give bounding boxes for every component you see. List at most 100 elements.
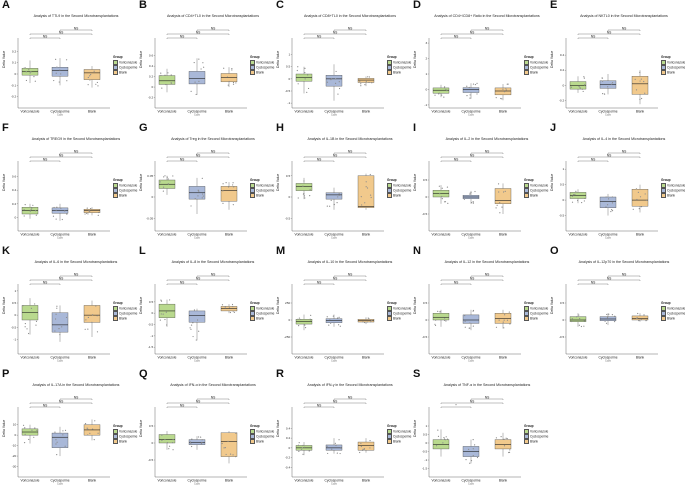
legend-swatch [524,428,529,434]
x-tick-label: Voriconazole [432,233,451,237]
x-tick-label: Cyclosporine [461,479,480,483]
data-point [362,448,364,450]
data-point [505,87,507,89]
box-voriconazole [432,313,450,321]
data-point [464,326,466,328]
y-tick-label: 0.5 [423,301,428,305]
significance-label: NS [43,280,48,284]
data-point [199,436,202,438]
significance-bracket [333,29,367,31]
panel-letter: E [550,0,558,11]
data-point [441,195,443,198]
legend-swatch [113,59,118,65]
data-point [304,326,307,329]
y-tick-label: -0.5 [148,323,154,327]
chart-panel-n: N Analysis of IL-12 in the Second Microtr… [411,245,548,369]
data-point [367,317,369,319]
data-point [84,423,87,425]
legend: Group Voriconazole Cyclosporine Blank [250,55,274,75]
data-point [434,324,437,327]
data-point [168,448,170,450]
data-point [438,185,440,187]
box-blank [494,439,512,450]
significance-bracket [196,398,230,400]
data-point [55,313,57,315]
data-point [369,439,371,442]
legend-label: Cyclosporine [119,64,138,69]
data-point [86,427,88,429]
data-point [53,206,55,209]
significance-bracket [333,398,367,400]
y-tick-label: 0.2 [286,436,291,440]
data-point [640,206,643,208]
data-point [191,445,193,448]
significance-bracket [166,160,198,162]
data-point [369,194,372,196]
data-point [359,80,361,82]
data-point [330,77,333,80]
data-point [639,71,641,73]
x-tick-label: Blank [88,356,97,360]
data-point [635,89,638,91]
data-point [607,316,609,318]
significance-bracket [196,152,230,154]
chart-title: Analysis of CD4+/CD8+ Ratio in the Secon… [434,14,540,18]
data-point [55,58,57,60]
data-point [634,78,636,80]
data-point [443,201,446,203]
data-point [610,210,612,213]
x-tick-label: Voriconazole [295,356,314,360]
y-tick-label: 0 [14,215,16,219]
data-point [34,80,36,82]
significance-label: * [455,403,457,407]
y-tick-label: 10 [13,423,17,427]
data-point [499,212,501,214]
data-point [440,94,443,96]
data-point [472,309,475,312]
significance-bracket [303,33,367,35]
y-tick-label: -0.5 [11,325,17,329]
data-point [306,91,308,93]
panel-letter: Q [139,368,148,380]
significance-bracket [166,156,230,158]
box-cyclosporine [51,67,69,77]
data-point [24,427,26,429]
boxplot-svg: -1.5 -1 -0.5 0 0.5 Voriconazole CyclosporineCy… [148,272,247,363]
legend-swatch [387,59,392,65]
data-point [643,80,645,83]
y-tick-label: -0.2 [148,96,154,100]
y-tick-label: 0.05 [147,174,153,178]
legend-swatch [387,428,392,434]
data-point [195,339,197,341]
significance-bracket [577,37,609,39]
panel-letter: S [413,368,421,380]
legend-item: Cyclosporine [524,433,548,439]
data-point [198,58,200,60]
legend-label: Blank [530,438,538,443]
data-point [441,187,443,189]
box-cyclosporine [599,316,617,321]
x-tick-sublabel: Cyclo [605,237,612,240]
data-point [93,439,95,441]
box-voriconazole [158,75,176,85]
data-point [189,327,191,329]
data-point [503,445,506,447]
data-point [604,320,606,322]
y-tick-label: 0.5 [286,174,291,178]
legend-item: Blank [387,192,411,198]
data-point [472,200,474,203]
significance-label: NS [196,153,201,157]
data-point [507,83,509,85]
data-point [190,90,192,92]
y-tick-label: -0.5 [285,216,291,220]
data-point [636,317,638,319]
x-tick-label: Voriconazole [569,356,588,360]
significance-label: NS [454,157,459,161]
legend: Group Voriconazole Cyclosporine Blank [661,178,685,198]
data-point [469,194,471,196]
significance-label: NS [470,30,475,34]
data-point [443,86,446,88]
legend-item: Cyclosporine [250,187,274,193]
data-point [161,87,163,89]
data-point [203,66,205,68]
